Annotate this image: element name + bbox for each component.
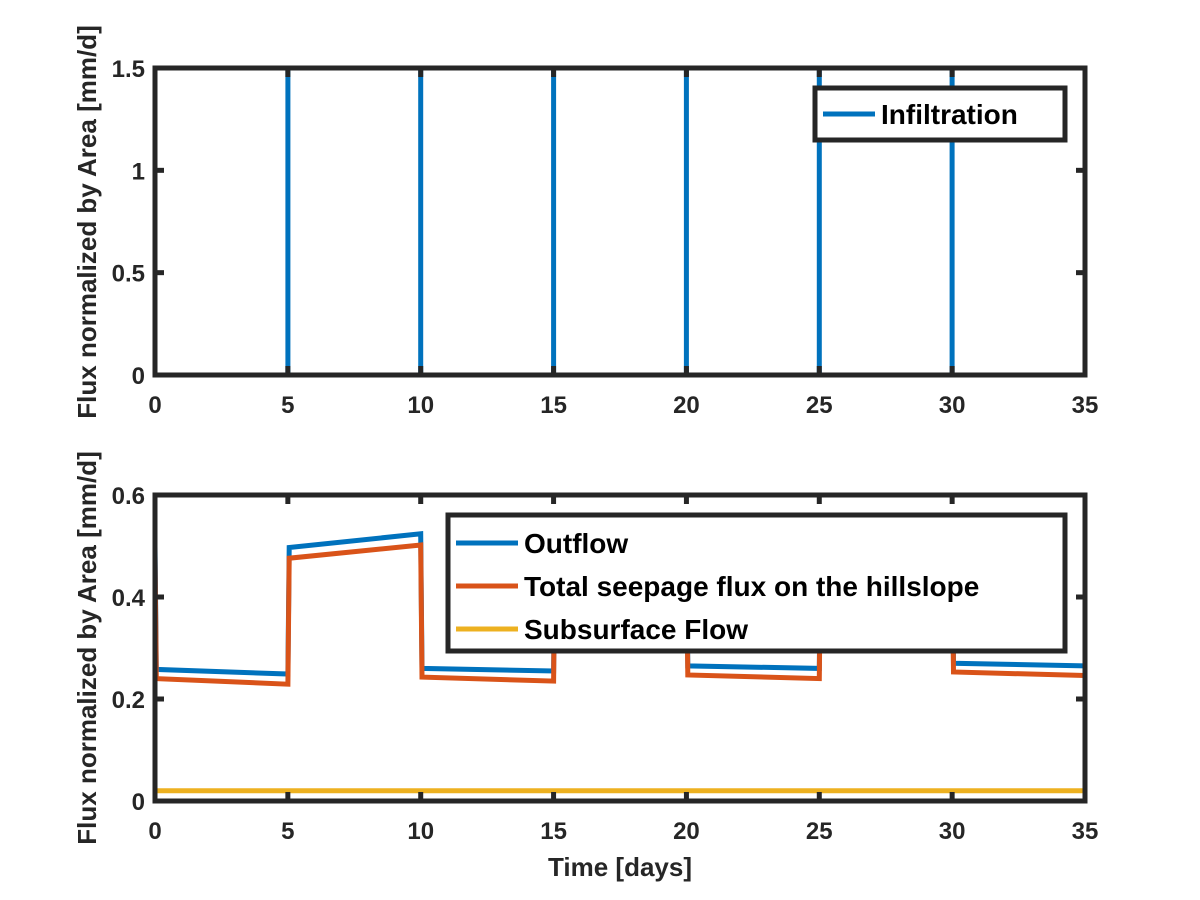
y-tick-label: 0 [132, 789, 145, 816]
x-tick-label: 0 [148, 392, 161, 419]
x-tick-label: 20 [673, 392, 700, 419]
legend-entry: Total seepage flux on the hillslope [524, 571, 979, 602]
x-axis-label-bottom: Time [days] [548, 852, 692, 882]
x-tick-label: 5 [281, 818, 294, 845]
x-tick-label: 20 [673, 818, 700, 845]
x-tick-label: 25 [806, 818, 833, 845]
x-tick-label: 10 [407, 392, 434, 419]
x-tick-label: 35 [1072, 392, 1099, 419]
y-axis-label-top: Flux normalized by Area [mm/d] [72, 25, 102, 418]
y-tick-label: 1 [132, 158, 145, 185]
y-tick-label: 0 [132, 363, 145, 390]
y-tick-label: 0.5 [112, 261, 145, 288]
chart-panel-2: 0 5 10 15 20 25 30 35 0 0.2 0.4 0.6 Outflow Total see… [112, 483, 1099, 845]
legend-entry: Infiltration [881, 99, 1018, 130]
legend: Outflow Total seepage flux on the hillslo… [445, 512, 1068, 654]
x-tick-label: 15 [540, 818, 567, 845]
y-axis-label-bottom: Flux normalized by Area [mm/d] [72, 451, 102, 844]
legend: Infiltration [812, 85, 1068, 143]
axes-box [152, 65, 1088, 378]
plots: 0 5 10 15 20 25 30 35 0 0.5 1 1.5 Infiltration 0 5 10 15… [112, 56, 1099, 845]
legend-box [445, 512, 1068, 654]
y-tick-label: 0.2 [112, 687, 145, 714]
x-tick-label: 0 [148, 818, 161, 845]
y-tick-label: 0.6 [112, 483, 145, 510]
chart-panel-1: 0 5 10 15 20 25 30 35 0 0.5 1 1.5 Infiltration [112, 56, 1099, 419]
x-tick-label: 25 [806, 392, 833, 419]
x-tick-label: 35 [1072, 818, 1099, 845]
x-tick-label: 10 [407, 818, 434, 845]
x-tick-label: 30 [939, 818, 966, 845]
x-tick-label: 5 [281, 392, 294, 419]
y-tick-label: 0.4 [112, 585, 146, 612]
y-tick-label: 1.5 [112, 56, 145, 83]
legend-entry: Outflow [524, 528, 628, 559]
x-tick-label: 30 [939, 392, 966, 419]
axes-box [152, 492, 1088, 804]
x-tick-label: 15 [540, 392, 567, 419]
legend-entry: Subsurface Flow [524, 614, 748, 645]
